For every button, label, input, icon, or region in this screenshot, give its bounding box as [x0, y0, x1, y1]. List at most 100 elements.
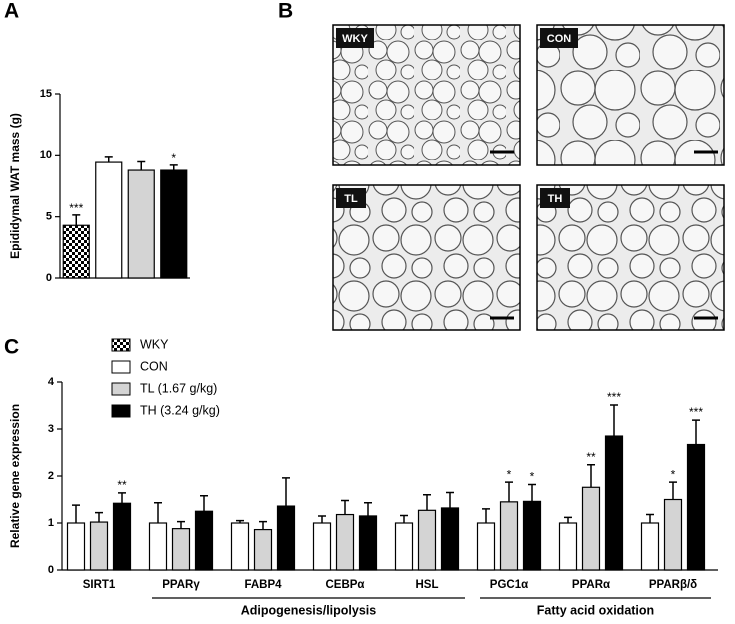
bar	[230, 522, 250, 571]
bar	[499, 501, 519, 571]
y-tick-label: 2	[48, 470, 54, 482]
x-tick-label: PPARα	[572, 579, 610, 591]
error-bar	[282, 477, 290, 507]
error-bar	[137, 160, 146, 171]
bar	[581, 486, 601, 571]
bar	[394, 522, 414, 571]
bar	[62, 224, 90, 279]
group-label: Adipogenesis/lipolysis	[241, 603, 376, 617]
error-bar	[177, 520, 185, 529]
bar	[663, 498, 683, 571]
y-tick-label: 3	[48, 423, 54, 435]
y-tick-label: 0	[46, 272, 52, 284]
significance-label: **	[586, 450, 596, 464]
y-tick-label: 5	[46, 211, 52, 223]
histology-image: CON	[536, 24, 725, 166]
error-bar	[154, 502, 162, 523]
bar	[253, 528, 273, 571]
bar	[358, 515, 378, 571]
image-label: TL	[344, 193, 358, 205]
error-bar	[610, 404, 618, 437]
panel-label: C	[4, 336, 19, 359]
error-bar	[646, 513, 654, 523]
x-tick-label: PPARγ	[162, 579, 200, 591]
panel-label: A	[4, 0, 19, 23]
x-tick-label: PGC1α	[490, 579, 528, 591]
y-axis-title: Relative gene expression	[8, 404, 22, 548]
legend-swatch	[111, 404, 131, 418]
bar	[640, 522, 660, 571]
legend-label: WKY	[140, 337, 169, 351]
error-bar	[482, 508, 490, 523]
bar	[66, 522, 86, 571]
y-tick-label: 15	[40, 88, 52, 100]
error-bar	[95, 511, 103, 523]
histology-image: TH	[536, 184, 725, 331]
bar	[686, 443, 706, 571]
legend-swatch	[111, 338, 131, 352]
error-bar	[318, 515, 326, 523]
bar	[112, 502, 132, 571]
bar	[127, 169, 155, 279]
legend-label: TL (1.67 g/kg)	[140, 381, 217, 395]
error-bar	[692, 419, 700, 445]
error-bar	[528, 483, 536, 502]
bar	[276, 505, 296, 571]
significance-label: *	[171, 151, 176, 165]
bar	[171, 528, 191, 571]
error-bar	[587, 463, 595, 488]
significance-label: ***	[607, 390, 621, 404]
significance-label: *	[507, 467, 512, 481]
error-bar	[341, 499, 349, 515]
error-bar	[400, 514, 408, 523]
panel-label: B	[278, 0, 293, 23]
x-tick-label: CEBPα	[325, 579, 364, 591]
x-tick-label: FABP4	[244, 579, 282, 591]
image-label: TH	[548, 193, 563, 205]
error-bar	[259, 520, 267, 530]
bar	[95, 161, 123, 279]
image-label: CON	[547, 33, 572, 45]
significance-label: **	[117, 478, 127, 492]
y-tick-label: 4	[48, 376, 55, 388]
bar	[89, 521, 109, 571]
bar	[604, 435, 624, 571]
legend-swatch	[111, 360, 131, 374]
bar	[194, 510, 214, 571]
error-bar	[423, 494, 431, 511]
bar	[558, 522, 578, 571]
error-bar	[169, 164, 178, 171]
error-bar	[669, 481, 677, 500]
bar	[148, 522, 168, 571]
y-tick-label: 0	[48, 564, 54, 576]
x-tick-label: HSL	[416, 579, 439, 591]
bar	[417, 509, 437, 571]
bar	[335, 513, 355, 571]
error-bar	[104, 156, 113, 163]
significance-label: ***	[69, 201, 83, 215]
legend-swatch	[111, 382, 131, 396]
significance-label: ***	[689, 405, 703, 419]
error-bar	[118, 492, 126, 504]
image-label: WKY	[342, 33, 368, 45]
error-bar	[364, 502, 372, 516]
error-bar	[72, 504, 80, 523]
bar	[522, 500, 542, 571]
histology-image: WKY	[332, 24, 521, 166]
legend-label: TH (3.24 g/kg)	[140, 403, 220, 417]
error-bar	[505, 481, 513, 502]
bar	[160, 169, 188, 279]
histology-image: TL	[332, 184, 521, 331]
bar	[440, 507, 460, 571]
legend-label: CON	[140, 359, 168, 373]
error-bar	[564, 516, 572, 523]
significance-label: *	[671, 467, 676, 481]
error-bar	[446, 491, 454, 508]
bar	[312, 522, 332, 571]
y-axis-title: Epididymal WAT mass (g)	[8, 113, 22, 259]
error-bar	[72, 214, 81, 226]
group-label: Fatty acid oxidation	[537, 603, 654, 617]
x-tick-label: PPARβ/δ	[649, 579, 697, 591]
